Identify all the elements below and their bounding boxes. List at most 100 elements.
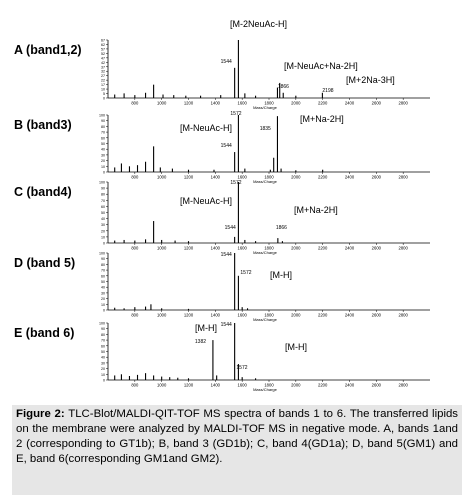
y-tick-label: 90 <box>101 119 105 123</box>
x-axis-label: Mass/Charge <box>253 387 278 392</box>
panel-label: C (band4) <box>14 185 72 199</box>
y-tick-label: 70 <box>101 131 105 135</box>
x-tick-label: 1800 <box>264 101 274 106</box>
caption-text: TLC-Blot/MALDI-QIT-TOF MS spectra of ban… <box>16 408 459 465</box>
panel-label: E (band 6) <box>14 326 74 340</box>
x-tick-label: 1600 <box>238 101 248 106</box>
x-tick-label: 1800 <box>264 246 274 251</box>
ion-annotation: [M+Na-2H] <box>300 114 344 124</box>
x-tick-label: 2200 <box>318 383 328 388</box>
x-tick-label: 2800 <box>399 313 409 318</box>
ion-annotation: [M-NeuAc-H] <box>180 196 232 206</box>
y-tick-label: 17 <box>101 83 105 87</box>
ion-annotation: [M-2NeuAc-H] <box>230 19 287 29</box>
y-tick-label: 27 <box>101 74 105 78</box>
x-tick-label: 800 <box>131 101 139 106</box>
x-tick-label: 1400 <box>211 101 221 106</box>
y-tick-label: 50 <box>101 280 105 284</box>
peak-mz-label: 1544 <box>221 59 232 65</box>
y-tick-label: 32 <box>101 70 105 74</box>
y-tick-label: 0 <box>103 379 105 383</box>
x-tick-label: 1000 <box>157 246 167 251</box>
y-tick-label: 40 <box>101 286 105 290</box>
y-tick-label: 100 <box>99 114 105 118</box>
y-tick-label: 67 <box>101 39 105 43</box>
y-tick-label: 70 <box>101 269 105 273</box>
panel-label: A (band1,2) <box>14 43 82 57</box>
y-tick-label: 30 <box>101 153 105 157</box>
ion-annotation: [M-NeuAc+Na-2H] <box>284 61 358 71</box>
x-tick-label: 2800 <box>399 383 409 388</box>
x-tick-label: 2400 <box>345 246 355 251</box>
peak-mz-label: 1572 <box>230 111 241 117</box>
peak-mz-label: 1572 <box>240 270 251 276</box>
y-tick-label: 10 <box>101 88 105 92</box>
x-tick-label: 1800 <box>264 175 274 180</box>
y-tick-label: 60 <box>101 205 105 209</box>
x-tick-label: 2200 <box>318 101 328 106</box>
x-tick-label: 2000 <box>291 246 301 251</box>
y-tick-label: 80 <box>101 193 105 197</box>
y-tick-label: 80 <box>101 263 105 267</box>
x-tick-label: 1800 <box>264 313 274 318</box>
y-tick-label: 30 <box>101 223 105 227</box>
y-tick-label: 80 <box>101 333 105 337</box>
y-tick-label: 40 <box>101 148 105 152</box>
x-tick-label: 2400 <box>345 101 355 106</box>
panel-label: D (band 5) <box>14 256 75 270</box>
x-tick-label: 1600 <box>238 246 248 251</box>
x-tick-label: 2400 <box>345 383 355 388</box>
peak-mz-label: 1544 <box>221 143 232 149</box>
x-axis-label: Mass/Charge <box>253 179 278 184</box>
ion-annotation: [M+Na-2H] <box>294 205 338 215</box>
ion-annotation: [M-H] <box>270 270 292 280</box>
x-tick-label: 1600 <box>238 383 248 388</box>
x-tick-label: 2600 <box>372 246 382 251</box>
y-tick-label: 0 <box>103 242 105 246</box>
ion-annotation: [M+2Na-3H] <box>346 75 395 85</box>
y-tick-label: 100 <box>99 181 105 185</box>
x-tick-label: 1000 <box>157 101 167 106</box>
y-tick-label: 40 <box>101 217 105 221</box>
x-tick-label: 2200 <box>318 246 328 251</box>
x-tick-label: 1400 <box>211 246 221 251</box>
y-tick-label: 50 <box>101 142 105 146</box>
y-tick-label: 52 <box>101 52 105 56</box>
y-tick-label: 90 <box>101 327 105 331</box>
x-tick-label: 1200 <box>184 101 194 106</box>
peak-mz-label: 1572 <box>236 365 247 371</box>
peak-mz-label: 1835 <box>260 126 271 132</box>
y-tick-label: 100 <box>99 322 105 326</box>
y-tick-label: 50 <box>101 211 105 215</box>
y-tick-label: 0 <box>103 171 105 175</box>
y-tick-label: 80 <box>101 125 105 129</box>
y-tick-label: 62 <box>101 43 105 47</box>
y-tick-label: 10 <box>101 373 105 377</box>
y-tick-label: 90 <box>101 187 105 191</box>
x-tick-label: 1600 <box>238 313 248 318</box>
peak-mz-label: 1866 <box>278 84 289 90</box>
y-tick-label: 10 <box>101 165 105 169</box>
peak-mz-label: 2198 <box>322 88 333 94</box>
x-tick-label: 800 <box>131 383 139 388</box>
peak-mz-label: 1382 <box>195 339 206 345</box>
x-tick-label: 2000 <box>291 313 301 318</box>
y-tick-label: 100 <box>99 252 105 256</box>
x-tick-label: 2600 <box>372 383 382 388</box>
y-tick-label: 57 <box>101 47 105 51</box>
caption-label: Figure 2: <box>16 408 65 420</box>
x-tick-label: 2800 <box>399 246 409 251</box>
x-tick-label: 2200 <box>318 313 328 318</box>
peak-mz-label: 1544 <box>221 322 232 328</box>
x-tick-label: 800 <box>131 175 139 180</box>
x-axis-label: Mass/Charge <box>253 105 278 110</box>
ion-annotation: [M-NeuAc-H] <box>180 123 232 133</box>
y-tick-label: 20 <box>101 367 105 371</box>
y-tick-label: 70 <box>101 199 105 203</box>
y-tick-label: 70 <box>101 339 105 343</box>
y-tick-label: 37 <box>101 65 105 69</box>
y-tick-label: 5 <box>103 92 105 96</box>
x-tick-label: 1200 <box>184 383 194 388</box>
y-tick-label: 20 <box>101 229 105 233</box>
y-tick-label: 0 <box>103 309 105 313</box>
